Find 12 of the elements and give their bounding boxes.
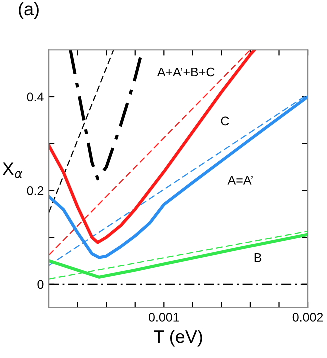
y-tick-label: 0.2 (27, 186, 44, 196)
legend-label: A+A’+B+C (157, 68, 215, 77)
series-label: B (254, 254, 262, 262)
series-label: C (221, 116, 230, 126)
x-axis-title: T (eV) (154, 330, 202, 347)
x-tick-label: 0.002 (292, 313, 324, 322)
y-tick-label: 0 (38, 280, 44, 290)
chart-title: (a) (19, 2, 39, 20)
y-tick-label: 0.4 (27, 92, 44, 102)
y-axis-title: X$_{α}$ (2, 162, 23, 178)
series-label: A=A’ (228, 176, 253, 185)
x-tick-label: 0.001 (149, 313, 180, 322)
